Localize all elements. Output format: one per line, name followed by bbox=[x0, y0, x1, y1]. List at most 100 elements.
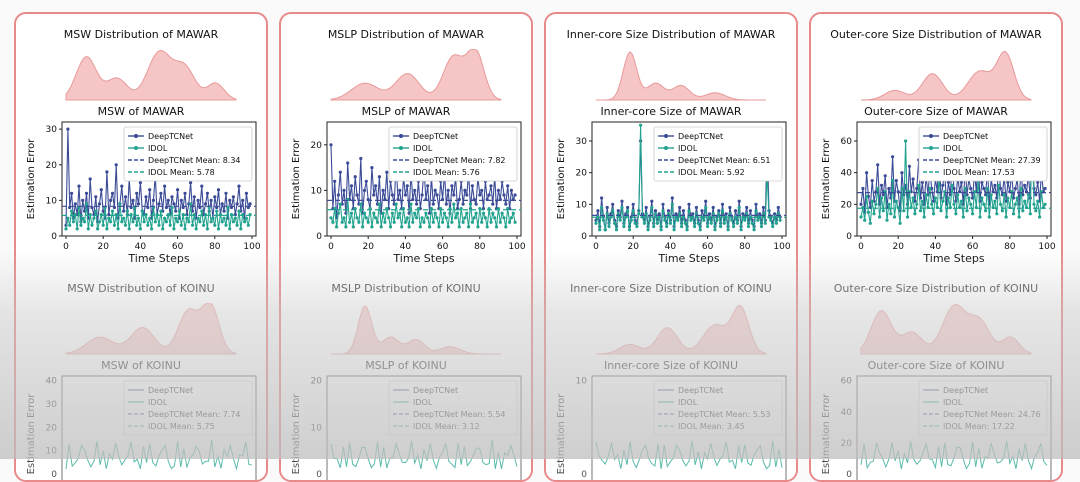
idol-point bbox=[485, 225, 489, 229]
deeptcnet-point bbox=[704, 199, 708, 203]
idol-point bbox=[370, 225, 374, 229]
deeptcnet-point bbox=[372, 193, 376, 197]
deeptcnet-point bbox=[446, 188, 450, 192]
deeptcnet-point bbox=[131, 198, 135, 202]
idol-point bbox=[374, 216, 378, 220]
idol-point bbox=[109, 220, 113, 224]
deeptcnet-point bbox=[179, 198, 183, 202]
idol-point bbox=[1004, 215, 1008, 219]
y-tick-label-koinu: 30 bbox=[46, 400, 58, 410]
idol-point bbox=[722, 221, 726, 225]
idol-point bbox=[872, 212, 876, 216]
idol-point bbox=[239, 227, 243, 231]
idol-point bbox=[1013, 202, 1017, 206]
idol-point bbox=[741, 215, 745, 219]
idol-point bbox=[1019, 186, 1023, 191]
idol-point bbox=[665, 224, 669, 229]
deeptcnet-point bbox=[362, 188, 367, 192]
legend-label: DeepTCNet Mean: 8.34 bbox=[148, 156, 241, 165]
dist-curve-mawar bbox=[65, 49, 237, 101]
idol-point bbox=[1043, 202, 1047, 206]
legend-marker bbox=[664, 146, 668, 150]
deeptcnet-point bbox=[969, 186, 973, 191]
deeptcnet-point bbox=[203, 202, 208, 206]
dist-curve-koinu bbox=[65, 303, 237, 355]
idol-point bbox=[123, 223, 128, 227]
idol-point bbox=[426, 216, 430, 220]
deeptcnet-point bbox=[385, 170, 389, 174]
idol-point bbox=[483, 216, 487, 220]
idol-point bbox=[177, 209, 182, 213]
idol-point bbox=[194, 227, 198, 231]
deeptcnet-point bbox=[94, 195, 98, 199]
idol-point bbox=[642, 221, 646, 225]
legend-label: IDOL Mean: 5.76 bbox=[413, 168, 480, 177]
legend-label: IDOL Mean: 5.78 bbox=[148, 168, 215, 177]
x-tick-label: 0 bbox=[593, 242, 599, 252]
idol-point bbox=[364, 216, 368, 220]
deeptcnet-point bbox=[216, 188, 221, 192]
idol-point bbox=[626, 209, 630, 213]
idol-point bbox=[198, 220, 202, 224]
dist-curve-koinu bbox=[860, 303, 1032, 355]
idol-point bbox=[909, 205, 913, 210]
legend-label: IDOL Mean: 5.92 bbox=[678, 168, 745, 177]
idol-point bbox=[407, 225, 411, 229]
deeptcnet-point bbox=[109, 198, 113, 202]
deeptcnet-point bbox=[745, 205, 749, 210]
idol-point bbox=[1002, 193, 1006, 197]
deeptcnet-point bbox=[694, 205, 698, 210]
deeptcnet-point bbox=[776, 205, 780, 210]
x-tick-label: 60 bbox=[172, 242, 184, 252]
idol-point bbox=[965, 209, 969, 213]
idol-point bbox=[513, 220, 517, 224]
idol-point bbox=[331, 220, 335, 224]
legend-label: DeepTCNet Mean: 7.82 bbox=[413, 156, 506, 165]
idol-point bbox=[931, 212, 936, 216]
dist-curve-mawar bbox=[330, 49, 502, 101]
koinu-idol-line bbox=[860, 440, 1048, 471]
idol-point bbox=[84, 202, 89, 206]
idol-point bbox=[342, 216, 346, 220]
deeptcnet-point bbox=[205, 191, 209, 195]
deeptcnet-point bbox=[248, 202, 252, 206]
idol-point bbox=[110, 209, 115, 213]
idol-point bbox=[868, 221, 872, 225]
idol-point bbox=[709, 221, 713, 225]
idol-point bbox=[894, 199, 898, 203]
chart-svg-0: MSW Distribution of MAWAR MSW of MAWAR 0 10… bbox=[26, 28, 261, 480]
idol-point bbox=[963, 186, 967, 191]
idol-point bbox=[917, 183, 921, 187]
dist-title-koinu: Outer-core Size Distribution of KOINU bbox=[834, 282, 1038, 295]
idol-point bbox=[605, 212, 609, 216]
deeptcnet-point bbox=[748, 209, 752, 213]
idol-point bbox=[745, 212, 749, 216]
idol-point bbox=[226, 205, 230, 210]
idol-point bbox=[75, 227, 79, 231]
idol-point bbox=[228, 227, 232, 231]
y-axis-label: Estimation Error bbox=[26, 138, 37, 220]
deeptcnet-point bbox=[754, 202, 758, 206]
deeptcnet-point bbox=[231, 195, 235, 199]
deeptcnet-point bbox=[513, 193, 517, 197]
deeptcnet-point bbox=[666, 209, 671, 213]
chart-title-koinu: Inner-core Size of KOINU bbox=[604, 359, 738, 372]
idol-point bbox=[153, 220, 157, 224]
deeptcnet-point bbox=[881, 193, 885, 197]
chart-title-mawar: Inner-core Size of MAWAR bbox=[600, 105, 741, 118]
idol-point bbox=[336, 211, 340, 215]
idol-point bbox=[470, 220, 474, 224]
plot-frame bbox=[591, 121, 787, 237]
idol-point bbox=[218, 213, 222, 217]
deeptcnet-point bbox=[159, 191, 163, 195]
idol-point bbox=[769, 218, 773, 222]
idol-point bbox=[64, 227, 68, 231]
idol-point bbox=[1038, 215, 1042, 219]
idol-point bbox=[891, 179, 895, 183]
deeptcnet-point bbox=[97, 202, 102, 206]
idol-point bbox=[150, 227, 154, 231]
idol-point bbox=[696, 221, 700, 225]
idol-point bbox=[717, 212, 721, 216]
deeptcnet-point bbox=[235, 202, 239, 206]
idol-point bbox=[420, 216, 424, 220]
